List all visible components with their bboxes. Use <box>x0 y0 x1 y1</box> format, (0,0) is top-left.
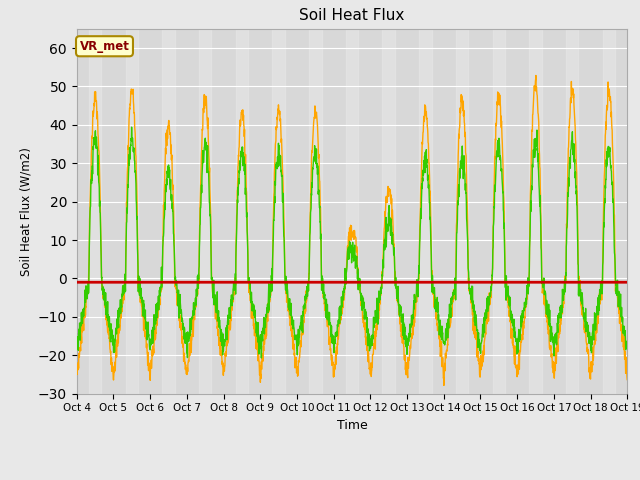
Y-axis label: Soil Heat Flux (W/m2): Soil Heat Flux (W/m2) <box>19 147 32 276</box>
Bar <box>493 29 505 394</box>
Bar <box>383 29 395 394</box>
Bar <box>199 29 211 394</box>
Bar <box>419 29 431 394</box>
Text: VR_met: VR_met <box>79 40 129 53</box>
X-axis label: Time: Time <box>337 419 367 432</box>
Bar <box>236 29 248 394</box>
Bar <box>89 29 101 394</box>
Bar <box>566 29 579 394</box>
Bar <box>346 29 358 394</box>
Bar <box>273 29 285 394</box>
Legend: SHF 1, SHF 2, SHF 3: SHF 1, SHF 2, SHF 3 <box>216 474 488 480</box>
Bar <box>529 29 541 394</box>
Bar <box>309 29 321 394</box>
Title: Soil Heat Flux: Soil Heat Flux <box>300 9 404 24</box>
Bar <box>125 29 138 394</box>
Bar <box>603 29 615 394</box>
Bar <box>163 29 175 394</box>
Bar <box>456 29 468 394</box>
